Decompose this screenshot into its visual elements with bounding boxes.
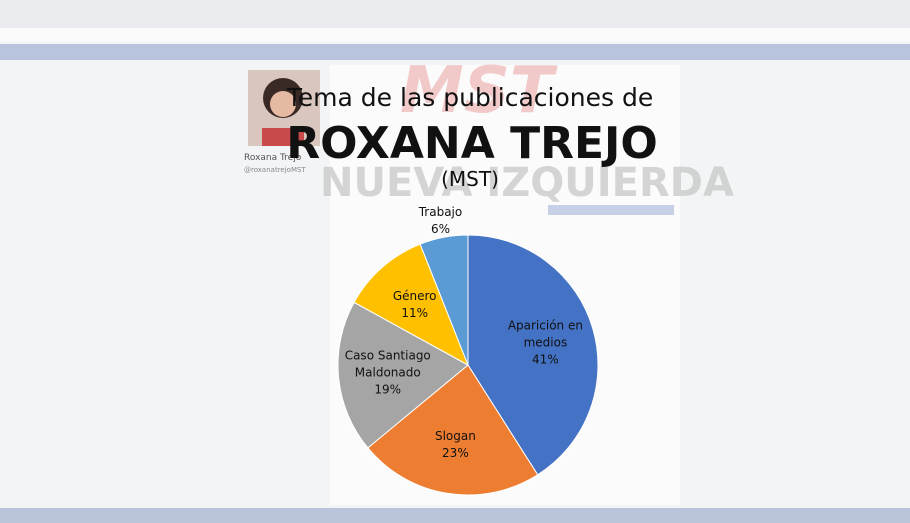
facebook-header: [0, 44, 910, 60]
profile-handle: @roxanatrejoMST: [244, 166, 306, 174]
value-label: 6%: [430, 221, 450, 236]
slice-label: Trabajo 6%: [382, 204, 498, 238]
profile-name: Roxana Trejo: [244, 153, 302, 163]
watermark-logo: MST: [400, 54, 558, 128]
category-label: Aparición en medios: [507, 318, 583, 349]
category-label: Trabajo: [418, 204, 463, 219]
slice-label: Slogan 23%: [397, 428, 513, 462]
category-label: Slogan: [434, 428, 476, 443]
pie-slice: [467, 234, 599, 476]
chart-note: (MST): [441, 167, 499, 191]
browser-tabs: [0, 0, 910, 28]
fb-button: [548, 205, 674, 215]
watermark: NUEVA IZQUIERDA: [320, 160, 734, 206]
value-label: 19%: [374, 382, 402, 397]
pie-slice: [367, 364, 539, 496]
slice-label: Aparición en medios 41%: [487, 317, 603, 368]
slice-label: Género 11%: [357, 288, 473, 322]
address-bar: [0, 28, 910, 42]
pie-slice: [419, 234, 469, 366]
photo-face: [270, 91, 296, 117]
category-label: Género: [392, 288, 437, 303]
taskbar: [0, 508, 910, 523]
value-label: 41%: [532, 352, 559, 366]
chart-title: Tema de las publicaciones de: [286, 83, 653, 112]
value-label: 23%: [442, 445, 469, 460]
pie-slice: [353, 243, 469, 367]
slice-label: Caso Santiago Maldonado 19%: [330, 347, 446, 398]
value-label: 11%: [401, 305, 429, 320]
pie-slice: [337, 301, 469, 449]
category-label: Caso Santiago Maldonado: [344, 348, 431, 380]
chart-subtitle: ROXANA TREJO: [286, 118, 658, 169]
photo-clothes: [262, 128, 304, 146]
